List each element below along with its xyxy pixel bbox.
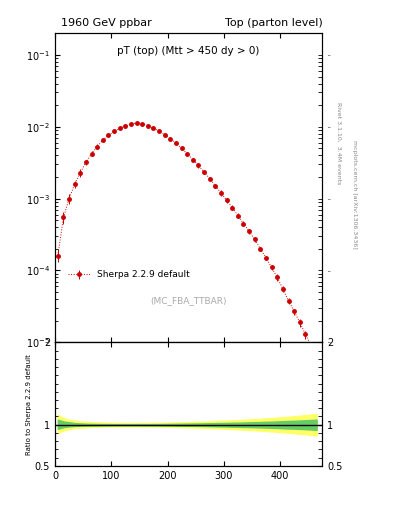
Text: Rivet 3.1.10,  3.4M events: Rivet 3.1.10, 3.4M events — [336, 102, 341, 184]
Text: (MC_FBA_TTBAR): (MC_FBA_TTBAR) — [151, 296, 227, 305]
Text: pT (top) (Mtt > 450 dy > 0): pT (top) (Mtt > 450 dy > 0) — [118, 46, 260, 56]
Y-axis label: Ratio to Sherpa 2.2.9 default: Ratio to Sherpa 2.2.9 default — [26, 354, 32, 455]
Text: Top (parton level): Top (parton level) — [224, 18, 322, 28]
Text: 1960 GeV ppbar: 1960 GeV ppbar — [61, 18, 152, 28]
Text: mcplots.cern.ch [arXiv:1306.3436]: mcplots.cern.ch [arXiv:1306.3436] — [352, 140, 357, 249]
Legend: Sherpa 2.2.9 default: Sherpa 2.2.9 default — [65, 268, 193, 282]
